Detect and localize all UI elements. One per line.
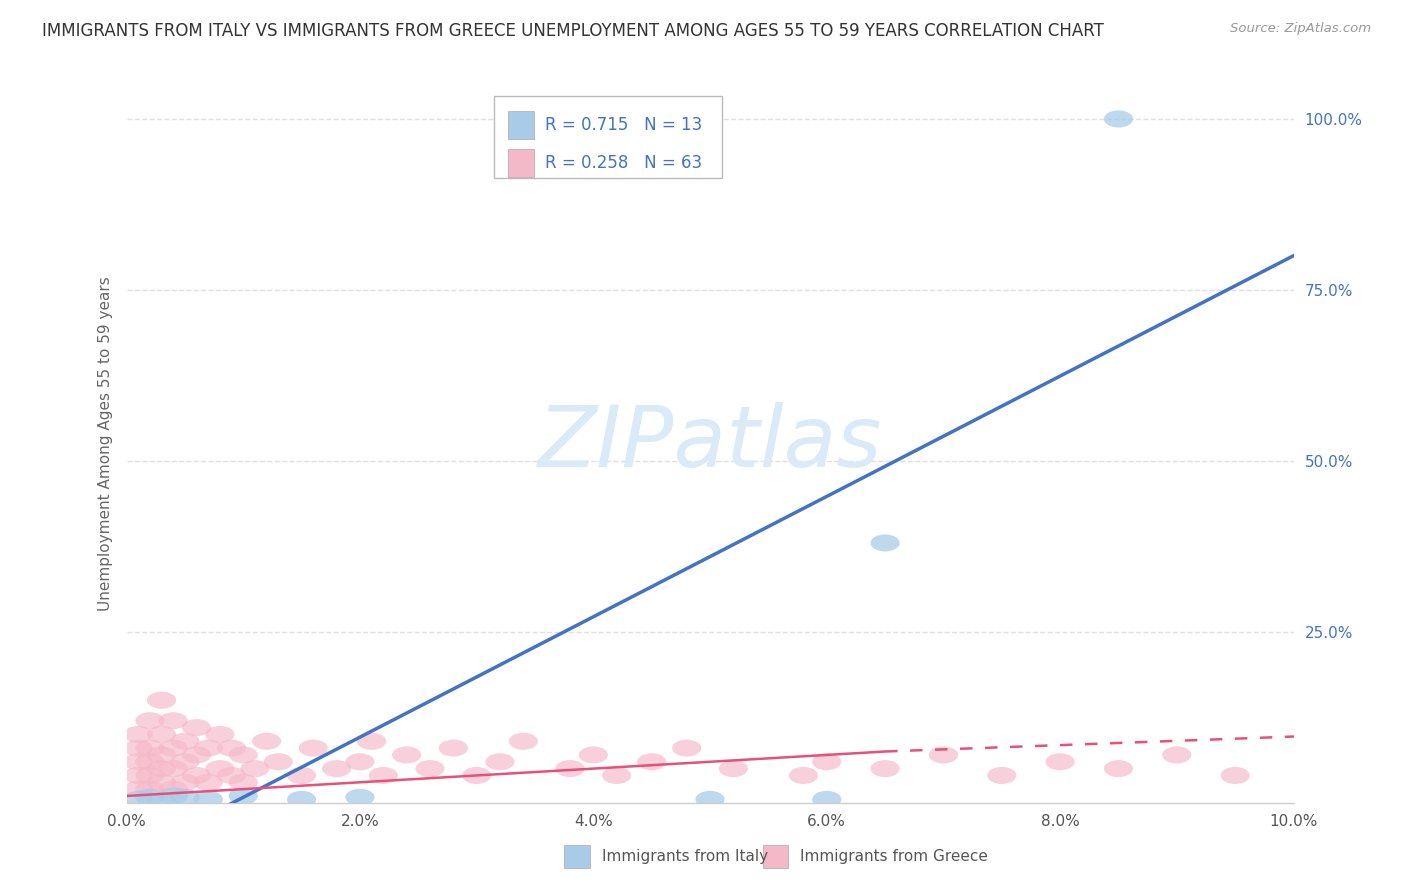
Ellipse shape <box>159 788 188 805</box>
Ellipse shape <box>148 773 176 791</box>
Ellipse shape <box>170 773 200 791</box>
Text: R = 0.715   N = 13: R = 0.715 N = 13 <box>546 116 703 134</box>
Ellipse shape <box>1220 767 1250 784</box>
Ellipse shape <box>124 780 153 797</box>
Ellipse shape <box>813 753 841 771</box>
Ellipse shape <box>205 760 235 777</box>
Ellipse shape <box>194 791 222 808</box>
Ellipse shape <box>637 753 666 771</box>
Ellipse shape <box>148 792 176 809</box>
Text: ZIPatlas: ZIPatlas <box>538 402 882 485</box>
Bar <box>508 149 534 177</box>
Ellipse shape <box>555 760 585 777</box>
Ellipse shape <box>870 760 900 777</box>
Ellipse shape <box>148 747 176 764</box>
Ellipse shape <box>287 791 316 808</box>
Ellipse shape <box>346 753 374 771</box>
Ellipse shape <box>181 747 211 764</box>
Ellipse shape <box>672 739 702 756</box>
Ellipse shape <box>229 773 257 791</box>
Ellipse shape <box>135 767 165 784</box>
Ellipse shape <box>229 747 257 764</box>
Ellipse shape <box>509 732 538 750</box>
Text: Immigrants from Greece: Immigrants from Greece <box>800 849 988 864</box>
Ellipse shape <box>463 767 491 784</box>
Text: Source: ZipAtlas.com: Source: ZipAtlas.com <box>1230 22 1371 36</box>
Y-axis label: Unemployment Among Ages 55 to 59 years: Unemployment Among Ages 55 to 59 years <box>97 277 112 611</box>
Ellipse shape <box>287 767 316 784</box>
Ellipse shape <box>1163 747 1191 764</box>
Ellipse shape <box>170 732 200 750</box>
Text: Immigrants from Italy: Immigrants from Italy <box>602 849 768 864</box>
Bar <box>564 845 591 868</box>
Ellipse shape <box>159 760 188 777</box>
Ellipse shape <box>298 739 328 756</box>
Ellipse shape <box>148 691 176 709</box>
Ellipse shape <box>124 767 153 784</box>
Ellipse shape <box>181 767 211 784</box>
Ellipse shape <box>159 712 188 730</box>
Ellipse shape <box>135 712 165 730</box>
Ellipse shape <box>194 739 222 756</box>
Ellipse shape <box>124 726 153 743</box>
Ellipse shape <box>240 760 270 777</box>
Ellipse shape <box>1104 760 1133 777</box>
Text: R = 0.258   N = 63: R = 0.258 N = 63 <box>546 154 703 172</box>
Ellipse shape <box>159 780 188 797</box>
Ellipse shape <box>124 753 153 771</box>
Ellipse shape <box>264 753 292 771</box>
Ellipse shape <box>148 760 176 777</box>
Ellipse shape <box>159 739 188 756</box>
Ellipse shape <box>602 767 631 784</box>
Ellipse shape <box>170 753 200 771</box>
Ellipse shape <box>870 534 900 551</box>
Ellipse shape <box>135 789 165 805</box>
Ellipse shape <box>205 726 235 743</box>
Ellipse shape <box>229 788 257 805</box>
Ellipse shape <box>135 753 165 771</box>
Ellipse shape <box>217 767 246 784</box>
Text: IMMIGRANTS FROM ITALY VS IMMIGRANTS FROM GREECE UNEMPLOYMENT AMONG AGES 55 TO 59: IMMIGRANTS FROM ITALY VS IMMIGRANTS FROM… <box>42 22 1104 40</box>
FancyBboxPatch shape <box>494 95 721 178</box>
Ellipse shape <box>789 767 818 784</box>
Ellipse shape <box>718 760 748 777</box>
Ellipse shape <box>1046 753 1074 771</box>
Ellipse shape <box>439 739 468 756</box>
Ellipse shape <box>929 747 957 764</box>
Ellipse shape <box>252 732 281 750</box>
Ellipse shape <box>124 791 153 808</box>
Ellipse shape <box>392 747 422 764</box>
Ellipse shape <box>217 739 246 756</box>
Ellipse shape <box>415 760 444 777</box>
Ellipse shape <box>987 767 1017 784</box>
Ellipse shape <box>579 747 607 764</box>
Ellipse shape <box>813 791 841 808</box>
Ellipse shape <box>135 739 165 756</box>
Ellipse shape <box>346 789 374 805</box>
Ellipse shape <box>1104 111 1133 128</box>
Ellipse shape <box>148 726 176 743</box>
Ellipse shape <box>696 791 724 808</box>
Ellipse shape <box>485 753 515 771</box>
Ellipse shape <box>357 732 387 750</box>
Ellipse shape <box>135 780 165 797</box>
Ellipse shape <box>194 773 222 791</box>
Ellipse shape <box>170 789 200 805</box>
Bar <box>508 112 534 138</box>
Ellipse shape <box>368 767 398 784</box>
Ellipse shape <box>124 739 153 756</box>
Bar <box>762 845 789 868</box>
Ellipse shape <box>322 760 352 777</box>
Ellipse shape <box>181 719 211 736</box>
